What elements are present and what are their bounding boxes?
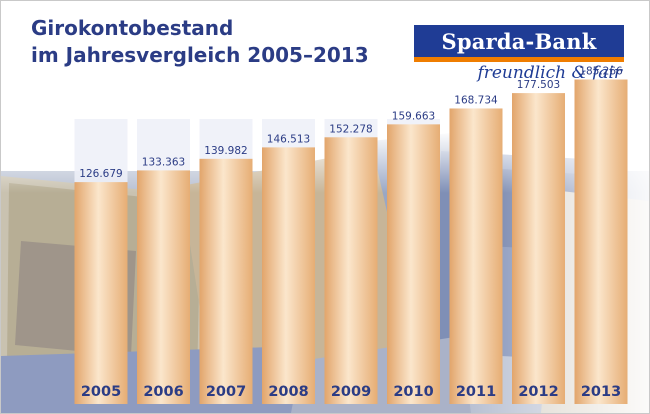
value-label: 159.663 [392, 110, 435, 122]
bar-2008 [262, 147, 315, 404]
bar-2005 [74, 182, 128, 404]
title-line-2: im Jahresvergleich 2005–2013 [31, 43, 369, 67]
value-label: 177.503 [517, 79, 560, 91]
year-label: 2005 [81, 384, 121, 400]
value-label: 185.266 [579, 66, 623, 78]
sparda-bank-logo: Sparda-Bank freundlich & fair [414, 25, 624, 89]
year-label: 2009 [331, 384, 371, 400]
bar-2011 [449, 108, 503, 404]
year-label: 2008 [268, 384, 308, 400]
logo-orange-bar [414, 57, 624, 62]
value-label: 152.278 [329, 123, 372, 135]
year-label: 2011 [456, 384, 496, 400]
chart-title: Girokontobestand im Jahresvergleich 2005… [31, 15, 369, 69]
year-label: 2007 [206, 384, 246, 400]
year-label: 2013 [581, 384, 621, 400]
value-label: 146.513 [267, 133, 310, 145]
bar-2013 [574, 79, 628, 405]
bar-2007 [199, 158, 253, 404]
value-label: 133.363 [142, 156, 185, 168]
year-label: 2012 [518, 384, 558, 400]
title-line-1: Girokontobestand [31, 16, 234, 40]
logo-box: Sparda-Bank [414, 25, 624, 57]
year-label: 2010 [393, 384, 433, 400]
bar-2009 [324, 137, 378, 404]
bar-2010 [387, 124, 440, 405]
value-label: 168.734 [454, 94, 498, 106]
logo-name: Sparda-Bank [441, 28, 597, 54]
bar-2006 [137, 170, 190, 404]
logo-slogan: freundlich & fair [477, 63, 622, 83]
year-label: 2006 [143, 384, 183, 400]
value-label: 139.982 [204, 145, 247, 157]
value-label: 126.679 [79, 168, 122, 180]
bar-2012 [512, 93, 565, 405]
